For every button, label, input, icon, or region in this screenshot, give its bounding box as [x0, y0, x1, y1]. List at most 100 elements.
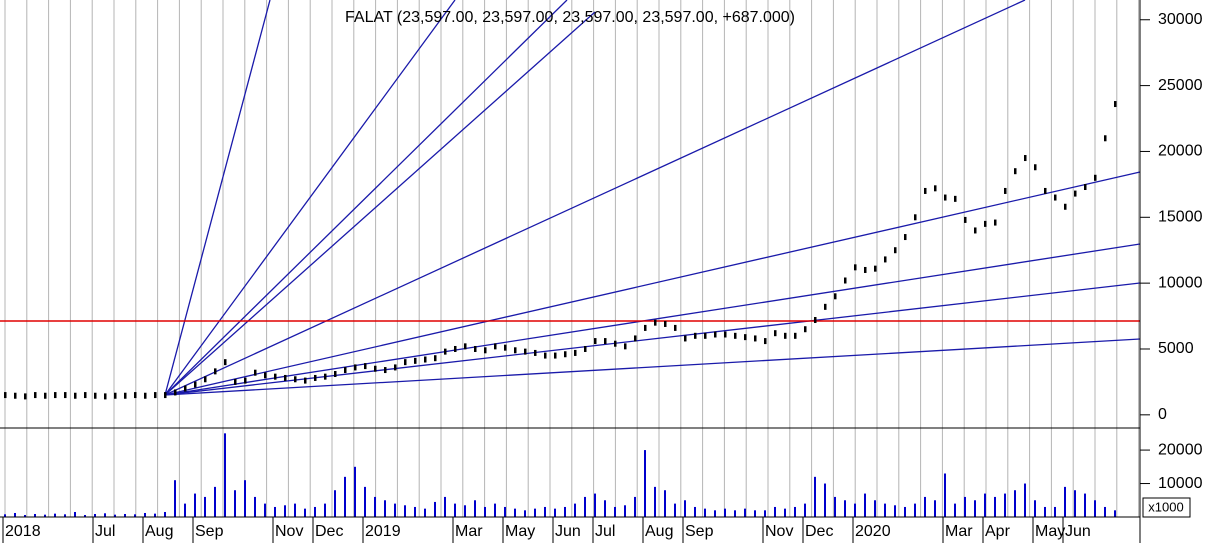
volume-bar — [14, 512, 16, 517]
y-tick-label: 10000 — [1158, 475, 1203, 492]
price-bar — [564, 351, 567, 358]
fan-line — [164, 0, 456, 396]
price-bar — [124, 392, 127, 399]
volume-bar — [464, 505, 466, 517]
volume-bar — [114, 514, 116, 517]
price-bar — [504, 344, 507, 351]
volume-bar — [634, 496, 636, 517]
volume-bar — [1044, 506, 1046, 517]
price-bar — [24, 393, 27, 400]
volume-bar — [984, 493, 986, 517]
volume-bar — [1114, 510, 1116, 517]
price-bar — [344, 367, 347, 374]
volume-bar — [624, 505, 626, 517]
volume-bar — [174, 480, 176, 517]
price-bar — [924, 187, 927, 194]
price-bar — [984, 220, 987, 227]
price-bar — [214, 368, 217, 375]
x-tick-label: Mar — [455, 523, 483, 540]
price-bar — [454, 345, 457, 352]
volume-bar — [1004, 493, 1006, 517]
fan-line — [164, 282, 1141, 396]
price-bar — [444, 348, 447, 355]
price-bar — [714, 331, 717, 338]
volume-bar — [184, 503, 186, 517]
price-bar — [44, 392, 47, 399]
price-bar — [744, 334, 747, 341]
y-tick-label: 30000 — [1158, 11, 1203, 28]
volume-bar — [534, 508, 536, 517]
volume-bar — [214, 486, 216, 517]
price-bar — [874, 265, 877, 272]
price-bar — [144, 392, 147, 399]
volume-bar — [574, 503, 576, 517]
price-bar — [94, 392, 97, 399]
volume-bar — [834, 496, 836, 517]
volume-bar — [274, 506, 276, 517]
price-bar — [324, 373, 327, 380]
fan-line — [164, 0, 1026, 396]
volume-bar — [294, 503, 296, 517]
price-bar — [834, 293, 837, 300]
volume-bar — [24, 514, 26, 517]
price-bar — [84, 392, 87, 399]
volume-bar — [874, 500, 876, 517]
price-bar — [614, 340, 617, 347]
x-tick-label: Aug — [645, 523, 673, 540]
volume-bar — [434, 501, 436, 517]
x-tick-label: Jul — [95, 523, 115, 540]
price-bar — [1034, 164, 1037, 171]
x-tick-label: Nov — [765, 523, 793, 540]
x-tick-label: Mar — [945, 523, 973, 540]
y-tick-label: 5000 — [1158, 340, 1194, 357]
x-tick-label: May — [505, 523, 535, 540]
y-tick-label: 10000 — [1158, 274, 1203, 291]
volume-bar — [864, 493, 866, 517]
volume-bar — [944, 473, 946, 517]
price-bar — [134, 392, 137, 399]
price-bar — [284, 374, 287, 381]
price-bar — [664, 320, 667, 327]
price-bar — [674, 324, 677, 331]
volume-bar — [934, 500, 936, 517]
price-bar — [474, 345, 477, 352]
x-tick-label: Nov — [275, 523, 303, 540]
price-bar — [1004, 187, 1007, 194]
price-bar — [804, 326, 807, 333]
price-bar — [654, 319, 657, 326]
volume-bar — [1034, 500, 1036, 517]
price-bar — [194, 381, 197, 388]
price-bar — [784, 332, 787, 339]
price-bar — [724, 331, 727, 338]
price-bar — [754, 335, 757, 342]
volume-bar — [854, 503, 856, 517]
volume-bar — [804, 503, 806, 517]
price-bar — [894, 247, 897, 254]
x-tick-label: Dec — [315, 523, 343, 540]
volume-bar — [124, 513, 126, 517]
x-tick-label: May — [1035, 523, 1065, 540]
volume-bar — [424, 508, 426, 517]
price-bar — [114, 392, 117, 399]
volume-bar — [884, 503, 886, 517]
fan-line — [164, 11, 596, 396]
y-tick-label: 0 — [1158, 406, 1167, 423]
volume-bar — [4, 514, 6, 517]
x-tick-label: Aug — [145, 523, 173, 540]
price-bar — [534, 349, 537, 356]
chart-title: FALAT (23,597.00, 23,597.00, 23,597.00, … — [345, 9, 795, 26]
fan-line — [164, 171, 1141, 396]
volume-bar — [974, 500, 976, 517]
price-bar — [104, 393, 107, 400]
volume-bar — [484, 506, 486, 517]
volume-bar — [244, 480, 246, 517]
price-bar — [264, 372, 267, 379]
volume-bar — [914, 503, 916, 517]
volume-bar — [964, 496, 966, 517]
price-bar — [354, 364, 357, 371]
volume-bar — [374, 496, 376, 517]
volume-bar — [134, 514, 136, 517]
volume-bar — [254, 496, 256, 517]
volume-bar — [354, 466, 356, 517]
price-bar — [234, 378, 237, 385]
